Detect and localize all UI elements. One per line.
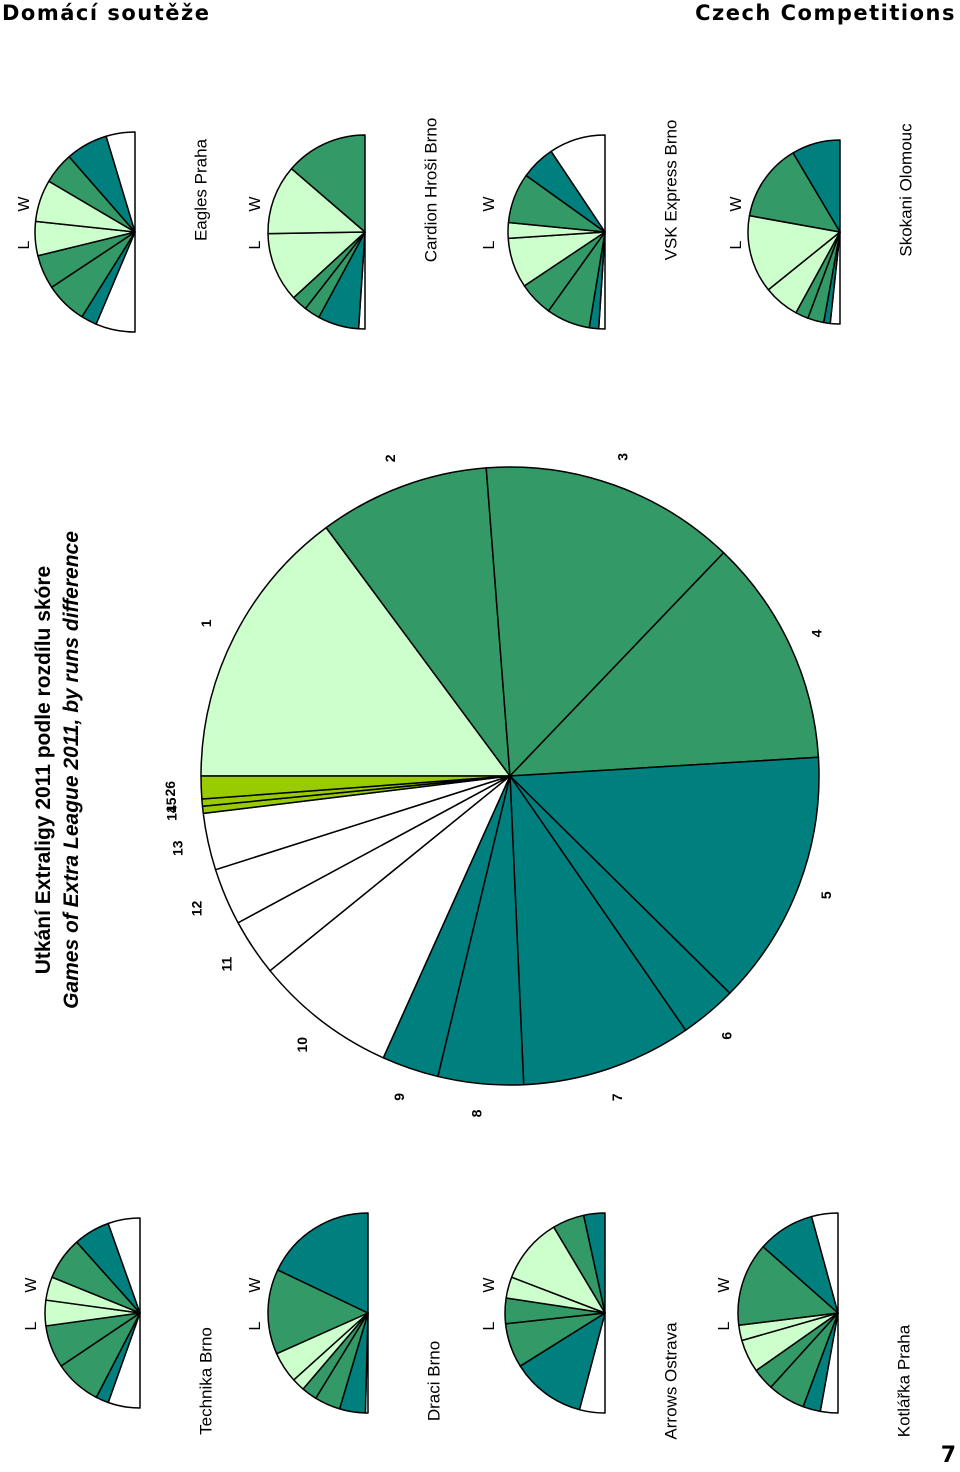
team-pie-0: L W Technika Brno <box>23 1217 215 1435</box>
team-w-label: W <box>23 1277 40 1293</box>
pie-label-12: 12 <box>189 901 205 917</box>
team-l-label: L <box>728 240 745 249</box>
team-w-label: W <box>716 1277 733 1293</box>
pie-label-13: 13 <box>170 840 186 856</box>
chart-title-group: Utkání Extraligy 2011 podle rozdílu skór… <box>32 531 83 1009</box>
pie-slice-10 <box>269 775 511 1059</box>
pie-label-8: 8 <box>468 1109 484 1117</box>
team-w-label: W <box>728 196 745 212</box>
team-slice-0-8 <box>107 1217 141 1314</box>
team-name: VSK Express Brno <box>661 120 680 261</box>
team-slice-7-6 <box>748 152 841 233</box>
pie-label-14: 14 <box>164 805 180 821</box>
team-slice-2-1 <box>519 1312 606 1411</box>
team-slice-3-6 <box>737 1246 839 1326</box>
pie-slice-2 <box>325 467 511 777</box>
team-pie-3: L W Kotlářka Praha <box>716 1212 913 1437</box>
team-w-label: W <box>247 1277 264 1293</box>
team-slice-6-8 <box>550 134 606 233</box>
team-name: Cardion Hroši Brno <box>421 118 440 263</box>
team-l-label: L <box>481 1321 498 1330</box>
pie-label-11: 11 <box>219 956 235 971</box>
team-l-label: L <box>716 1321 733 1330</box>
pie-label-5: 5 <box>818 891 834 899</box>
pie-slice-1 <box>200 526 511 777</box>
pie-slice-26 <box>200 775 511 800</box>
header-right-title: Czech Competitions <box>695 1 956 25</box>
pie-label-26: 26 <box>162 781 178 797</box>
team-slice-5-6 <box>290 134 366 233</box>
team-name: Skokani Olomouc <box>896 123 915 257</box>
team-l-label: L <box>23 1321 40 1330</box>
team-name: Kotlářka Praha <box>894 1324 913 1437</box>
team-w-label: W <box>481 1277 498 1293</box>
chart-subtitle: Games of Extra League 2011, by runs diff… <box>60 531 83 1009</box>
team-w-label: W <box>481 196 498 212</box>
team-slice-2-7 <box>582 1212 606 1314</box>
team-pie-6: L W VSK Express Brno <box>481 120 680 330</box>
pie-label-7: 7 <box>609 1093 625 1101</box>
team-slice-5-5 <box>267 167 366 235</box>
main-pie <box>200 466 820 1086</box>
team-l-label: L <box>247 1321 264 1330</box>
pie-label-15: 15 <box>163 797 179 813</box>
team-w-label: W <box>247 196 264 212</box>
team-pies: L W Technika Brno L W Draci Brno L W Arrows Ostr… <box>16 118 915 1440</box>
pie-slice-7 <box>509 775 687 1086</box>
team-slice-1-6 <box>267 1269 369 1355</box>
team-pie-2: L W Arrows Ostrava <box>481 1212 680 1440</box>
pie-label-10: 10 <box>294 1037 310 1053</box>
team-name: Draci Brno <box>424 1341 443 1421</box>
team-slice-5-4 <box>267 231 366 299</box>
team-w-label: W <box>16 196 33 212</box>
team-slice-3-8 <box>810 1212 839 1314</box>
pie-label-4: 4 <box>808 629 824 637</box>
pie-label-2: 2 <box>382 454 398 462</box>
team-slice-7-7 <box>792 139 841 233</box>
team-slice-2-5 <box>510 1226 606 1314</box>
team-pie-7: L W Skokani Olomouc <box>728 123 915 325</box>
team-pie-5: L W Cardion Hroši Brno <box>247 118 440 330</box>
team-name: Eagles Praha <box>191 138 210 241</box>
pie-label-6: 6 <box>719 1032 735 1040</box>
chart-title: Utkání Extraligy 2011 podle rozdílu skór… <box>32 566 55 974</box>
pie-label-9: 9 <box>391 1093 407 1101</box>
team-name: Technika Brno <box>196 1327 215 1435</box>
team-name: Arrows Ostrava <box>661 1322 680 1440</box>
pie-label-1: 1 <box>198 619 214 627</box>
page-number: 7 <box>940 1443 956 1468</box>
team-l-label: L <box>16 240 33 249</box>
pie-slice-5 <box>509 756 820 994</box>
header-left-title: Domácí soutěže <box>2 1 211 25</box>
team-slice-7-5 <box>747 214 841 291</box>
pie-slice-3 <box>485 466 725 777</box>
team-l-label: L <box>481 240 498 249</box>
team-slice-4-8 <box>105 131 136 233</box>
pie-label-3: 3 <box>615 453 631 461</box>
pie-slice-4 <box>509 551 820 777</box>
team-pie-4: L W Eagles Praha <box>16 131 210 333</box>
team-pie-1: L W Draci Brno <box>247 1212 443 1421</box>
team-l-label: L <box>247 240 264 249</box>
team-slice-1-7 <box>276 1212 369 1314</box>
